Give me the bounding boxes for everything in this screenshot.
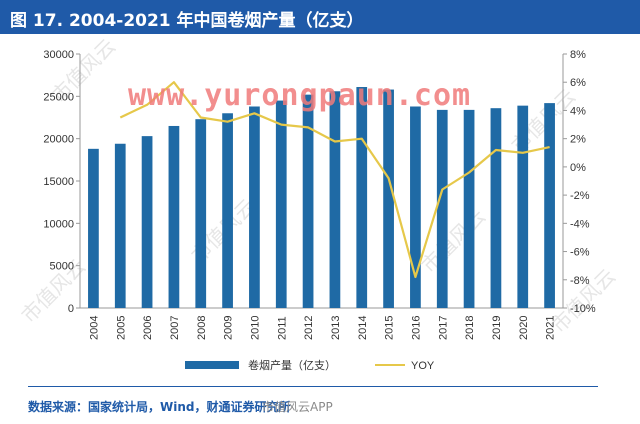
bar: [302, 94, 314, 308]
title-bar: 图 17. 2004-2021 年中国卷烟产量（亿支）: [0, 0, 640, 34]
x-tick-label: 2011: [276, 316, 288, 340]
legend-bar-label: 卷烟产量（亿支）: [248, 358, 336, 372]
watermark-weibo: 市值风云APP: [262, 400, 333, 414]
x-tick-label: 2008: [196, 316, 208, 340]
source-note: 数据来源：国家统计局，Wind，财通证券研究所: [28, 400, 291, 414]
x-tick-label: 2019: [491, 316, 503, 340]
y-right-tick-label: -4%: [570, 218, 590, 230]
x-tick-label: 2014: [357, 316, 369, 340]
y-left-tick-label: 20000: [43, 134, 74, 146]
bar: [383, 89, 394, 308]
x-tick-label: 2009: [223, 316, 235, 340]
y-right-tick-label: -2%: [570, 190, 590, 202]
bar: [517, 105, 529, 308]
bar: [141, 136, 153, 308]
y-right-tick-label: 6%: [570, 77, 586, 89]
x-tick-label: 2018: [464, 316, 476, 340]
legend-bar-swatch: [185, 361, 239, 369]
y-left-tick-label: 30000: [43, 49, 74, 61]
bar: [168, 125, 180, 308]
bar: [436, 109, 448, 308]
y-right-tick-label: 2%: [570, 134, 586, 146]
y-right-tick-label: 0%: [570, 162, 586, 174]
bar: [222, 113, 233, 309]
y-right-tick-label: -6%: [570, 247, 590, 259]
y-left-tick-label: 0: [68, 303, 74, 315]
chart: 市值风云市值风云市值风云市值风云市值风云市值风云0500010000150002…: [17, 34, 621, 372]
bar: [356, 87, 368, 308]
x-tick-label: 2007: [169, 316, 181, 340]
source-divider: [28, 386, 598, 387]
x-tick-label: 2010: [249, 316, 261, 340]
x-tick-label: 2006: [142, 316, 154, 340]
bar: [275, 100, 287, 308]
y-right-tick-label: -8%: [570, 275, 590, 287]
x-tick-label: 2012: [303, 316, 315, 340]
x-tick-label: 2020: [518, 316, 530, 340]
x-tick-label: 2017: [437, 316, 449, 340]
bar: [410, 106, 421, 308]
y-right-tick-label: -10%: [570, 303, 596, 315]
y-right-tick-label: 8%: [570, 49, 586, 61]
bar: [114, 143, 126, 308]
bar: [329, 91, 341, 309]
x-tick-label: 2013: [330, 316, 342, 340]
bar: [195, 119, 207, 309]
legend-line-label: YOY: [411, 360, 435, 372]
x-tick-label: 2015: [384, 316, 396, 340]
x-tick-label: 2004: [88, 316, 100, 340]
bar: [463, 109, 475, 308]
x-tick-label: 2005: [115, 316, 127, 340]
x-tick-label: 2016: [410, 316, 422, 340]
y-right-tick-label: 4%: [570, 105, 586, 117]
y-left-tick-label: 5000: [50, 261, 74, 273]
y-left-tick-label: 15000: [43, 176, 74, 188]
bar: [88, 148, 99, 308]
y-left-tick-label: 10000: [43, 218, 74, 230]
bar: [249, 106, 260, 308]
x-tick-label: 2021: [545, 316, 557, 340]
bar: [490, 108, 502, 308]
bar: [544, 103, 555, 309]
y-left-tick-label: 25000: [43, 91, 74, 103]
chart-title: 图 17. 2004-2021 年中国卷烟产量（亿支）: [10, 11, 364, 31]
watermark-url: www.yurongpaun.com: [128, 78, 472, 113]
